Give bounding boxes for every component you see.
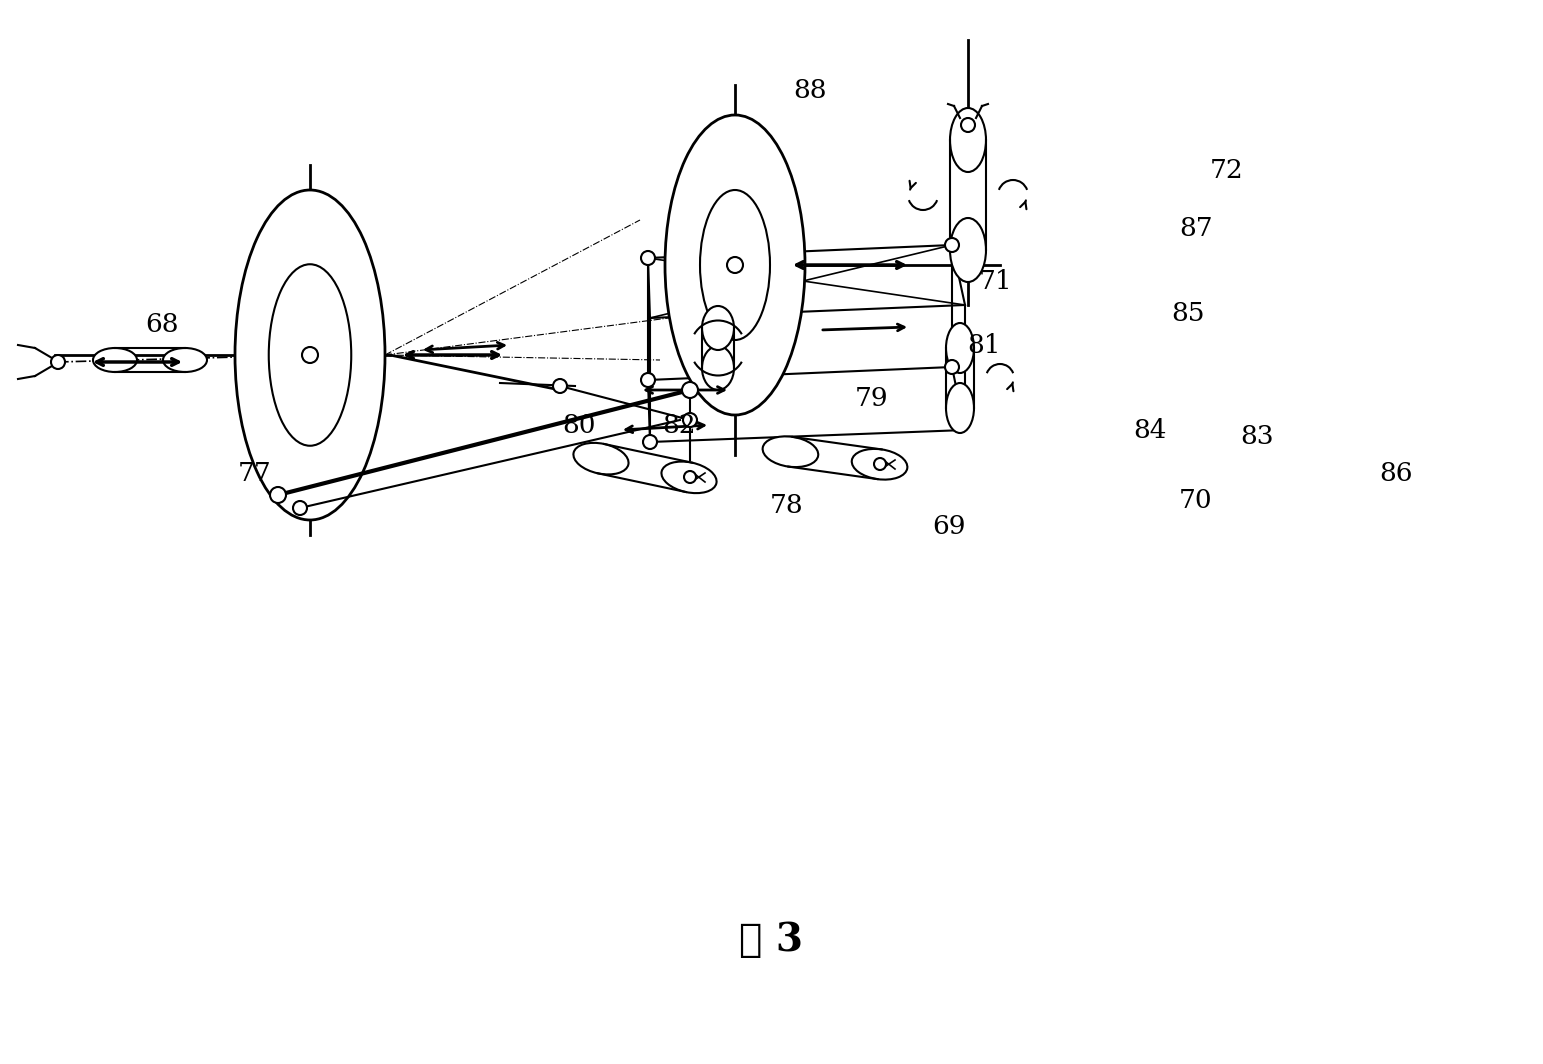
Circle shape xyxy=(640,373,654,387)
Ellipse shape xyxy=(762,436,818,467)
Text: 87: 87 xyxy=(1179,216,1213,242)
Ellipse shape xyxy=(93,348,137,372)
Text: 80: 80 xyxy=(562,413,596,438)
Text: 86: 86 xyxy=(1379,461,1413,486)
Text: 84: 84 xyxy=(1133,418,1167,444)
Ellipse shape xyxy=(946,383,974,433)
Text: 83: 83 xyxy=(1241,423,1275,449)
Circle shape xyxy=(643,435,657,449)
Ellipse shape xyxy=(662,462,716,493)
Text: 85: 85 xyxy=(1171,301,1205,327)
Circle shape xyxy=(302,347,318,363)
Ellipse shape xyxy=(235,190,386,520)
Ellipse shape xyxy=(701,190,770,340)
Ellipse shape xyxy=(702,346,734,390)
Ellipse shape xyxy=(164,348,207,372)
Circle shape xyxy=(684,471,696,483)
Ellipse shape xyxy=(950,109,986,172)
Text: 69: 69 xyxy=(932,514,966,539)
Circle shape xyxy=(944,238,960,252)
Text: 88: 88 xyxy=(793,78,827,103)
Text: 72: 72 xyxy=(1210,157,1244,183)
Ellipse shape xyxy=(702,306,734,350)
Text: 68: 68 xyxy=(145,312,179,337)
Ellipse shape xyxy=(268,264,352,446)
Circle shape xyxy=(270,487,285,503)
Ellipse shape xyxy=(950,218,986,282)
Text: 图 3: 图 3 xyxy=(739,921,802,959)
Text: 79: 79 xyxy=(855,386,889,412)
Circle shape xyxy=(944,360,960,375)
Ellipse shape xyxy=(665,115,805,415)
Circle shape xyxy=(552,379,566,393)
Circle shape xyxy=(727,257,744,273)
Text: 82: 82 xyxy=(662,413,696,438)
Circle shape xyxy=(684,413,697,427)
Text: 77: 77 xyxy=(238,461,272,486)
Text: 70: 70 xyxy=(1179,487,1213,513)
Ellipse shape xyxy=(946,323,974,373)
Text: 71: 71 xyxy=(978,269,1012,295)
Circle shape xyxy=(682,382,697,398)
Ellipse shape xyxy=(574,443,628,475)
Text: 78: 78 xyxy=(770,493,804,518)
Text: 81: 81 xyxy=(967,333,1001,359)
Circle shape xyxy=(640,251,654,265)
Circle shape xyxy=(873,458,886,470)
Circle shape xyxy=(293,501,307,515)
Circle shape xyxy=(961,118,975,132)
Ellipse shape xyxy=(852,449,907,480)
Circle shape xyxy=(51,355,65,369)
